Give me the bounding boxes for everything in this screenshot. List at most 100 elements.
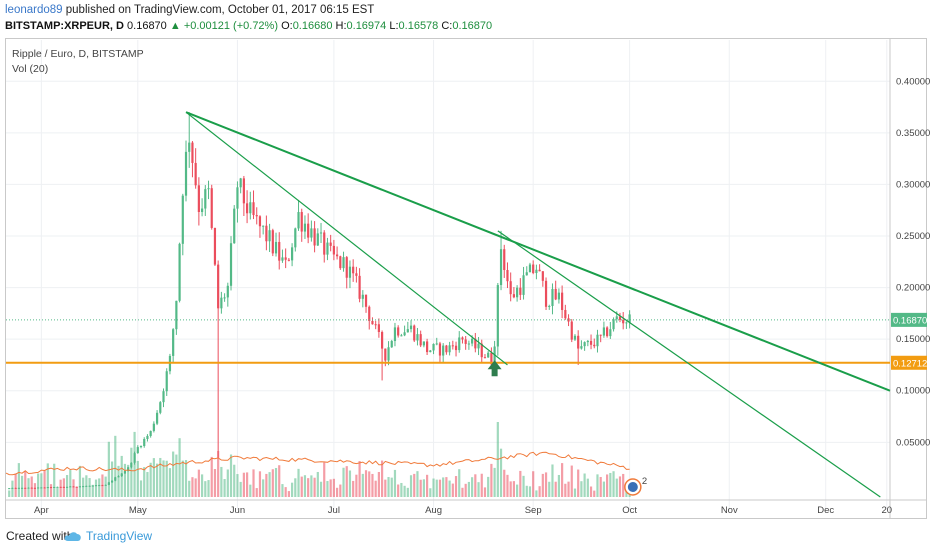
volume-bar bbox=[593, 490, 596, 497]
volume-bar bbox=[117, 465, 120, 497]
volume-bar bbox=[551, 464, 554, 497]
volume-bar bbox=[168, 468, 172, 497]
volume-bar bbox=[548, 481, 551, 497]
volume-bar bbox=[255, 488, 258, 497]
candle-body bbox=[422, 341, 425, 346]
candle-body bbox=[583, 342, 586, 347]
candle-body bbox=[538, 269, 541, 272]
volume-bar bbox=[165, 460, 168, 497]
x-tick-label: Aug bbox=[425, 505, 442, 516]
candle-body bbox=[516, 287, 519, 298]
candle-body bbox=[242, 178, 245, 204]
volume-indicator-label[interactable]: Vol (20) bbox=[12, 63, 49, 75]
candle-body bbox=[490, 352, 493, 365]
candle-body bbox=[303, 223, 307, 232]
low-label: L: bbox=[389, 20, 399, 32]
volume-bar bbox=[236, 474, 239, 497]
volume-bar bbox=[528, 486, 532, 497]
volume-bar bbox=[422, 479, 425, 497]
volume-bar bbox=[618, 476, 622, 497]
volume-bar bbox=[88, 478, 91, 497]
y-tick-label: 0.40000 bbox=[896, 76, 930, 87]
candle-body bbox=[143, 438, 146, 447]
trendline bbox=[185, 111, 891, 392]
candle-body bbox=[194, 162, 197, 186]
volume-bar bbox=[265, 473, 268, 497]
volume-bar bbox=[143, 467, 146, 497]
volume-bar bbox=[615, 478, 618, 497]
x-tick-label: Dec bbox=[817, 505, 834, 516]
candle-body bbox=[236, 187, 239, 209]
candle-body bbox=[220, 297, 223, 309]
y-tick-label: 0.10000 bbox=[896, 386, 930, 397]
volume-bar bbox=[56, 487, 59, 497]
open-label: O: bbox=[281, 20, 293, 32]
volume-bar bbox=[403, 485, 406, 497]
candle-body bbox=[548, 305, 551, 307]
candle-body bbox=[181, 195, 184, 244]
volume-bar bbox=[53, 463, 56, 497]
volume-bar bbox=[580, 481, 583, 497]
volume-bar bbox=[85, 475, 88, 497]
y-tick-label: 0.25000 bbox=[896, 231, 930, 242]
volume-bar bbox=[281, 484, 284, 497]
candle-body bbox=[245, 203, 249, 214]
volume-bar bbox=[374, 480, 377, 497]
candle-body bbox=[274, 241, 278, 254]
close-label: C: bbox=[441, 20, 453, 32]
x-tick-label: Jun bbox=[230, 505, 245, 516]
candle-body bbox=[445, 345, 448, 353]
candle-body bbox=[416, 334, 419, 341]
candle-body bbox=[384, 348, 387, 361]
candle-body bbox=[593, 344, 596, 347]
volume-bar bbox=[278, 465, 281, 497]
candle-body bbox=[271, 230, 274, 254]
volume-bar bbox=[413, 473, 416, 497]
author-link[interactable]: leonardo89 bbox=[5, 4, 63, 16]
candle-body bbox=[159, 402, 162, 413]
volume-bar bbox=[419, 479, 422, 497]
published-text: published on TradingView.com, October 01… bbox=[65, 4, 375, 16]
candle-body bbox=[355, 273, 358, 276]
candle-body bbox=[139, 446, 143, 448]
candle-body bbox=[609, 329, 612, 337]
volume-bar bbox=[509, 481, 512, 497]
volume-bar bbox=[200, 474, 204, 497]
volume-bar bbox=[307, 478, 310, 497]
volume-bar bbox=[268, 472, 271, 497]
candle-body bbox=[454, 345, 458, 351]
volume-bar bbox=[213, 469, 217, 497]
candle-body bbox=[268, 230, 271, 242]
candle-body bbox=[361, 294, 364, 299]
y-tick-label: 0.30000 bbox=[896, 179, 930, 190]
volume-bar bbox=[570, 465, 573, 497]
candle-body bbox=[226, 285, 229, 298]
candle-body bbox=[229, 243, 233, 286]
tradingview-brand-link[interactable]: TradingView bbox=[86, 529, 153, 543]
candle-body bbox=[467, 343, 470, 345]
chart-legend: Ripple / Euro, D, BITSTAMP Vol (20) bbox=[12, 47, 144, 77]
volume-bar bbox=[512, 481, 515, 497]
volume-bar bbox=[490, 463, 493, 497]
volume-bar bbox=[178, 438, 181, 497]
candle-body bbox=[146, 435, 149, 439]
created-with-text: Created with bbox=[6, 529, 74, 543]
event-badge-count: 2 bbox=[642, 476, 647, 487]
candle-body bbox=[297, 212, 300, 229]
candle-body bbox=[252, 202, 255, 216]
trendline bbox=[497, 230, 881, 498]
candle-body bbox=[567, 318, 570, 322]
volume-bar bbox=[448, 480, 451, 497]
candle-body bbox=[319, 232, 323, 234]
candle-body bbox=[265, 225, 268, 242]
footer: Created with TradingView bbox=[0, 523, 932, 550]
chart-frame[interactable] bbox=[5, 38, 927, 519]
candle-body bbox=[471, 338, 474, 344]
candle-body bbox=[477, 343, 480, 349]
candle-body bbox=[233, 208, 236, 244]
volume-bar bbox=[532, 471, 535, 497]
volume-bar bbox=[339, 484, 342, 497]
event-flag-dot bbox=[627, 482, 638, 492]
symbol-label[interactable]: BITSTAMP:XRPEUR, D bbox=[5, 20, 124, 32]
